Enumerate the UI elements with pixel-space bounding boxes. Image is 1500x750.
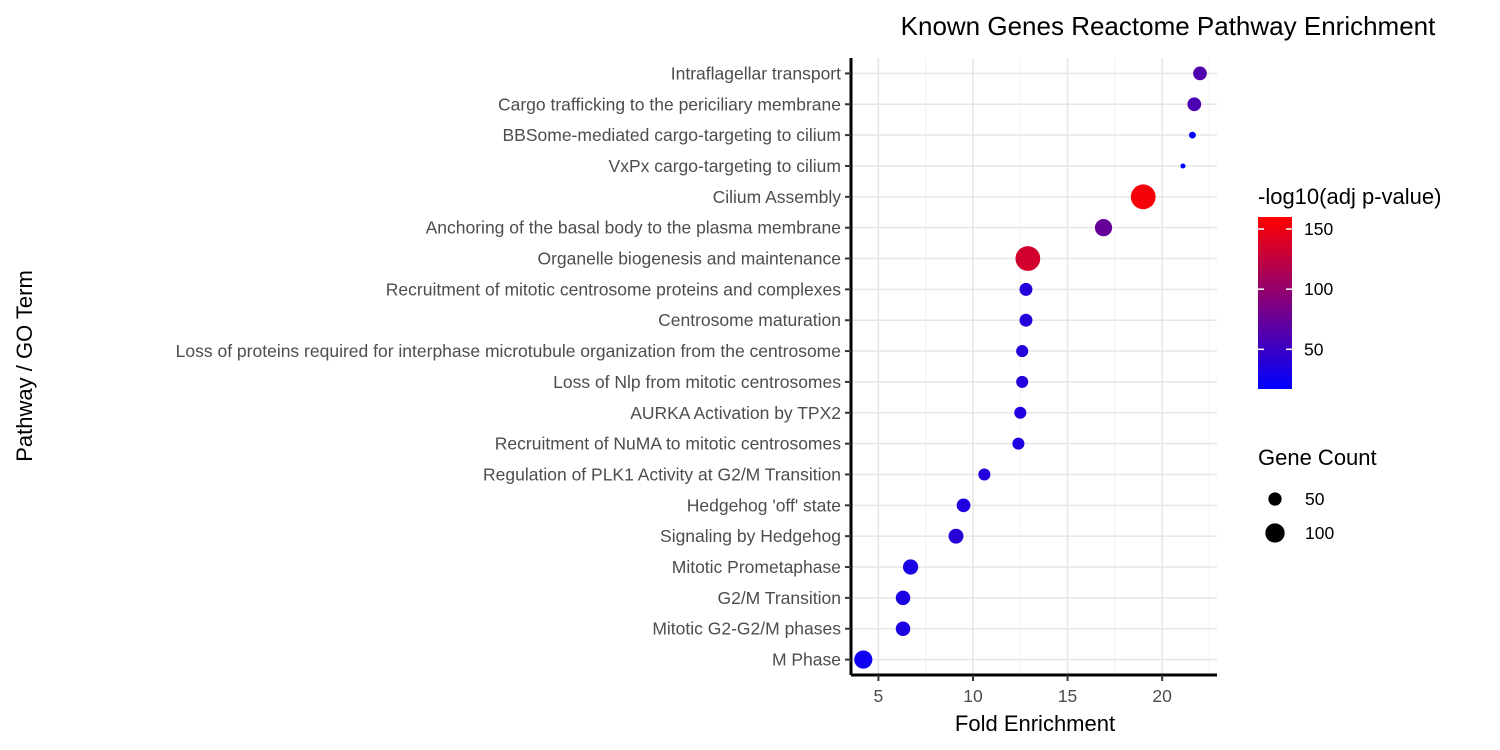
colorbar-tick-label: 150 bbox=[1304, 219, 1333, 239]
data-point bbox=[895, 590, 911, 606]
category-label: Recruitment of NuMA to mitotic centrosom… bbox=[495, 434, 841, 454]
data-point bbox=[1180, 163, 1186, 169]
data-point bbox=[1014, 406, 1027, 419]
data-point bbox=[1015, 246, 1041, 271]
size-legend: Gene Count 50 100 bbox=[1258, 445, 1377, 543]
colorbar-ticks: 50 100 150 bbox=[1258, 219, 1333, 359]
data-point bbox=[1016, 345, 1029, 358]
data-point bbox=[1012, 437, 1025, 450]
y-axis-title: Pathway / GO Term bbox=[12, 270, 37, 462]
x-tick-label: 20 bbox=[1152, 686, 1172, 706]
data-point bbox=[1187, 97, 1202, 112]
category-label: Signaling by Hedgehog bbox=[660, 526, 841, 546]
x-axis: 5 10 15 20 bbox=[874, 675, 1172, 706]
category-label: Cargo trafficking to the periciliary mem… bbox=[498, 94, 841, 114]
data-point bbox=[978, 468, 991, 481]
colorbar-tick-label: 50 bbox=[1304, 339, 1324, 359]
category-label: Organelle biogenesis and maintenance bbox=[537, 249, 841, 269]
colorbar bbox=[1258, 217, 1292, 389]
category-label: Cilium Assembly bbox=[713, 187, 842, 207]
category-label: BBSome-mediated cargo-targeting to ciliu… bbox=[503, 125, 842, 145]
category-label: AURKA Activation by TPX2 bbox=[630, 403, 841, 423]
size-legend-key bbox=[1268, 492, 1282, 506]
x-tick-label: 5 bbox=[874, 686, 884, 706]
size-legend-label: 100 bbox=[1305, 523, 1334, 543]
colorbar-tick-label: 100 bbox=[1304, 279, 1333, 299]
category-label: M Phase bbox=[772, 650, 841, 670]
category-label: Loss of Nlp from mitotic centrosomes bbox=[553, 372, 841, 392]
data-point bbox=[1019, 313, 1033, 327]
data-point bbox=[956, 498, 971, 513]
category-label: G2/M Transition bbox=[717, 588, 841, 608]
data-points bbox=[854, 66, 1207, 669]
category-label: Intraflagellar transport bbox=[671, 63, 841, 83]
color-legend-title: -log10(adj p-value) bbox=[1258, 184, 1441, 209]
y-axis: Intraflagellar transport Cargo traffickin… bbox=[176, 63, 851, 670]
data-point bbox=[1130, 184, 1156, 210]
category-label: Loss of proteins required for interphase… bbox=[176, 341, 841, 361]
data-point bbox=[1094, 219, 1113, 237]
category-label: VxPx cargo-targeting to cilium bbox=[609, 156, 841, 176]
x-tick-label: 15 bbox=[1058, 686, 1077, 706]
data-point bbox=[1188, 131, 1196, 139]
category-label: Centrosome maturation bbox=[658, 310, 841, 330]
data-point bbox=[1019, 282, 1033, 296]
category-label: Anchoring of the basal body to the plasm… bbox=[426, 218, 841, 238]
category-label: Regulation of PLK1 Activity at G2/M Tran… bbox=[483, 464, 841, 484]
data-point bbox=[854, 650, 873, 669]
color-legend: -log10(adj p-value) 50 100 150 bbox=[1258, 184, 1441, 389]
size-legend-label: 50 bbox=[1305, 489, 1325, 509]
category-label: Mitotic Prometaphase bbox=[672, 557, 841, 577]
size-legend-key bbox=[1265, 523, 1285, 543]
category-label: Mitotic G2-G2/M phases bbox=[652, 619, 841, 639]
x-axis-title: Fold Enrichment bbox=[955, 711, 1115, 736]
data-point bbox=[895, 621, 911, 636]
category-label: Hedgehog 'off' state bbox=[687, 495, 841, 515]
x-tick-label: 10 bbox=[963, 686, 983, 706]
chart-title: Known Genes Reactome Pathway Enrichment bbox=[901, 11, 1436, 41]
data-point bbox=[902, 559, 919, 575]
data-point bbox=[1193, 66, 1207, 81]
size-legend-title: Gene Count bbox=[1258, 445, 1377, 470]
grid-lines bbox=[851, 58, 1217, 675]
data-point bbox=[1016, 375, 1029, 388]
data-point bbox=[948, 528, 964, 544]
size-legend-items: 50 100 bbox=[1265, 489, 1334, 543]
category-label: Recruitment of mitotic centrosome protei… bbox=[386, 279, 841, 299]
